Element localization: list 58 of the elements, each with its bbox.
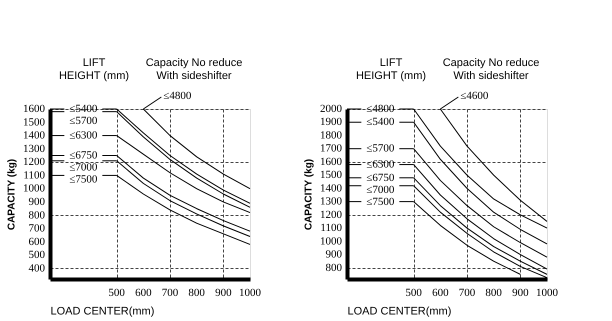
legend-label: ≤6750 bbox=[69, 149, 98, 162]
y-tick-label: 800 bbox=[326, 262, 342, 274]
y-tick-label: 900 bbox=[326, 248, 342, 261]
x-axis-title: LOAD CENTER(mm) bbox=[348, 306, 452, 318]
y-tick-label: 1300 bbox=[23, 142, 46, 155]
legend-title: LIFT HEIGHT (mm) bbox=[356, 57, 426, 82]
y-tick-label: 1500 bbox=[320, 169, 342, 182]
x-tick-label: 600 bbox=[432, 287, 450, 299]
x-axis-title: LOAD CENTER(mm) bbox=[50, 306, 154, 318]
y-tick-label: 600 bbox=[28, 236, 46, 248]
x-tick-label: 900 bbox=[215, 287, 232, 299]
y-axis-title: CAPACITY (kg) bbox=[6, 158, 18, 230]
y-tick-label: 1700 bbox=[320, 142, 342, 155]
y-tick-label: 1500 bbox=[23, 116, 46, 128]
y-tick-label: 1200 bbox=[23, 156, 46, 168]
x-tick-label: 900 bbox=[512, 287, 530, 299]
x-tick-label: 1000 bbox=[536, 287, 558, 299]
legend-label: ≤4800 bbox=[163, 90, 192, 102]
y-tick-label: 1800 bbox=[320, 129, 342, 142]
y-tick-label: 900 bbox=[28, 196, 46, 208]
x-tick-label: 500 bbox=[108, 287, 126, 299]
y-tick-label: 1400 bbox=[320, 182, 342, 194]
y-tick-label: 400 bbox=[28, 262, 46, 274]
legend-label: ≤7000 bbox=[69, 161, 98, 174]
x-tick-label: 700 bbox=[162, 287, 179, 299]
y-tick-label: 1000 bbox=[320, 235, 342, 248]
y-axis-title: CAPACITY (kg) bbox=[304, 158, 314, 230]
legend-label: ≤7000 bbox=[366, 184, 395, 196]
legend-label: ≤5400 bbox=[366, 116, 395, 128]
y-tick-label: 1400 bbox=[23, 130, 46, 142]
legend-label: ≤6300 bbox=[69, 130, 98, 142]
text: Capacity No reduce With sideshifter bbox=[146, 57, 242, 82]
y-tick-label: 2000 bbox=[320, 103, 342, 115]
y-tick-label: 1200 bbox=[320, 208, 342, 221]
y-tick-label: 1100 bbox=[320, 222, 342, 234]
y-tick-label: 1000 bbox=[23, 182, 46, 195]
x-tick-label: 800 bbox=[485, 287, 502, 299]
y-tick-label: 500 bbox=[28, 249, 46, 262]
legend-label: ≤7500 bbox=[69, 173, 98, 186]
y-tick-label: 1900 bbox=[320, 116, 342, 128]
series-label: ≤5700 bbox=[69, 115, 98, 127]
y-tick-label: 700 bbox=[28, 222, 46, 235]
text: Capacity No reduce With sideshifter bbox=[442, 57, 540, 82]
x-tick-label: 800 bbox=[188, 287, 206, 299]
x-tick-label: 600 bbox=[135, 287, 152, 299]
y-tick-label: 1600 bbox=[23, 103, 46, 115]
x-tick-label: 500 bbox=[405, 287, 422, 299]
y-tick-label: 1300 bbox=[320, 196, 342, 208]
x-tick-label: 700 bbox=[458, 287, 476, 299]
legend-label: ≤7500 bbox=[366, 196, 395, 208]
y-tick-label: 800 bbox=[28, 209, 46, 222]
x-tick-label: 1000 bbox=[239, 287, 262, 299]
y-tick-label: 1100 bbox=[23, 169, 46, 182]
y-tick-label: 1600 bbox=[320, 156, 342, 168]
legend-label: ≤5700 bbox=[366, 142, 395, 155]
legend-label: ≤6750 bbox=[366, 172, 395, 184]
legend-title: LIFT HEIGHT (mm) bbox=[58, 57, 130, 82]
legend-label: ≤4600 bbox=[460, 90, 489, 102]
